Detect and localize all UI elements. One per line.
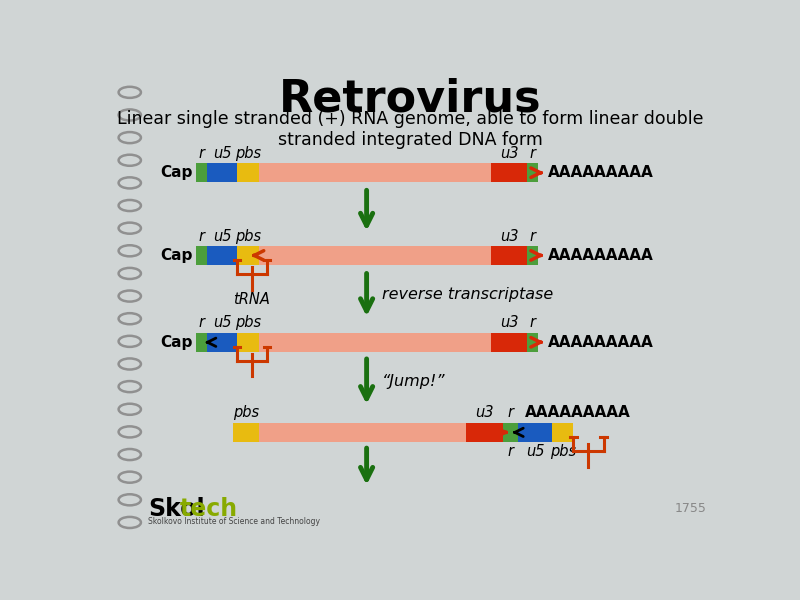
Text: AAAAAAAAA: AAAAAAAAA	[548, 165, 654, 180]
Text: tech: tech	[179, 497, 238, 521]
Bar	[491, 333, 527, 352]
Text: Skolkovo Institute of Science and Technology: Skolkovo Institute of Science and Techno…	[148, 517, 320, 526]
Text: AAAAAAAAA: AAAAAAAAA	[548, 335, 654, 350]
Bar	[196, 246, 207, 265]
Text: u3: u3	[500, 229, 518, 244]
Bar	[527, 246, 538, 265]
Text: u5: u5	[213, 229, 231, 244]
Bar	[466, 423, 503, 442]
Bar	[259, 246, 491, 265]
Text: r: r	[507, 444, 514, 459]
Bar	[258, 423, 466, 442]
Bar	[196, 333, 207, 352]
Text: u3: u3	[475, 406, 494, 421]
Text: “Jump!”: “Jump!”	[382, 374, 446, 389]
Text: u5: u5	[213, 316, 231, 331]
Text: 1755: 1755	[674, 502, 706, 515]
Text: AAAAAAAAA: AAAAAAAAA	[525, 406, 631, 421]
Text: pbs: pbs	[235, 146, 261, 161]
Text: u3: u3	[500, 146, 518, 161]
Text: r: r	[507, 406, 514, 421]
Text: r: r	[530, 316, 536, 331]
Bar	[207, 333, 237, 352]
Bar	[237, 163, 259, 182]
Text: u5: u5	[526, 444, 544, 459]
Bar	[234, 423, 258, 442]
Bar	[553, 423, 573, 442]
Bar	[491, 246, 527, 265]
Text: reverse transcriptase: reverse transcriptase	[382, 287, 554, 302]
Text: Cap: Cap	[161, 335, 193, 350]
Bar	[207, 246, 237, 265]
Bar	[259, 333, 491, 352]
Text: r: r	[198, 229, 205, 244]
Text: u5: u5	[213, 146, 231, 161]
Text: r: r	[530, 146, 536, 161]
Bar	[237, 246, 259, 265]
Text: Skol: Skol	[148, 497, 205, 521]
Text: pbs: pbs	[550, 444, 576, 459]
Text: pbs: pbs	[235, 316, 261, 331]
Text: u3: u3	[500, 316, 518, 331]
Text: Linear single stranded (+) RNA genome, able to form linear double
stranded integ: Linear single stranded (+) RNA genome, a…	[117, 110, 703, 149]
Text: Retrovirus: Retrovirus	[278, 77, 542, 120]
Text: r: r	[198, 146, 205, 161]
Bar	[259, 163, 491, 182]
Text: r: r	[198, 316, 205, 331]
Bar	[527, 333, 538, 352]
Text: Cap: Cap	[161, 165, 193, 180]
Bar	[237, 333, 259, 352]
Text: pbs: pbs	[235, 229, 261, 244]
Text: Cap: Cap	[161, 248, 193, 263]
Bar	[518, 423, 553, 442]
Bar	[207, 163, 237, 182]
Bar	[491, 163, 527, 182]
Text: AAAAAAAAA: AAAAAAAAA	[548, 248, 654, 263]
Bar	[503, 423, 518, 442]
Text: pbs: pbs	[233, 406, 259, 421]
Bar	[196, 163, 207, 182]
Text: r: r	[530, 229, 536, 244]
Bar	[527, 163, 538, 182]
Text: tRNA: tRNA	[234, 292, 270, 307]
